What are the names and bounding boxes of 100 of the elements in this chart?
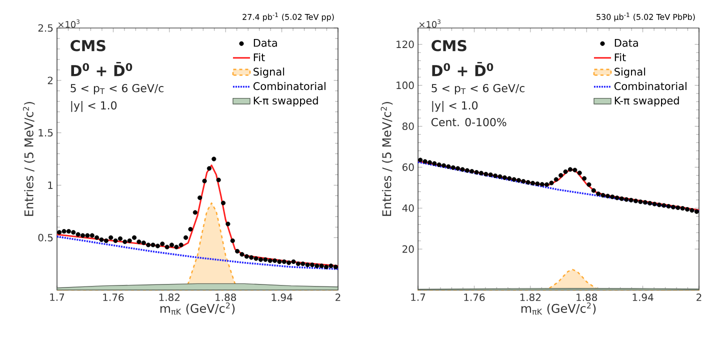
annotation: 5 < p$_{T}$ < 6 GeV/c [432,84,524,94]
x-tick-label: 1.88 [216,294,236,302]
y-tick-label: 60 [402,163,414,171]
legend-label: K-π swapped [614,96,679,107]
y-tick-label: 1.5 [38,129,53,136]
point [596,192,601,196]
point [568,167,573,172]
x-tick-label: 2 [336,294,340,301]
point [432,161,437,166]
point [619,196,624,201]
point [662,203,666,208]
point [474,170,479,175]
point [656,202,662,208]
y-axis-title: Entries / (5 MeV/c$^{2}$) [22,102,35,216]
y-tick-label: 2.5 [38,24,53,32]
annotation: D$^{0}$ + D̄$^{0}$ [71,62,132,76]
point [456,166,460,171]
point [202,178,207,184]
point [685,207,690,212]
point [582,176,587,181]
y-tick-label: 120 [396,40,414,48]
y-tick-label: 1 [48,182,53,189]
x-tick-label: 1.76 [103,294,124,302]
legend-label: Data [614,39,638,47]
x-tick-label: 1.7 [50,294,64,301]
annotation: CMS [70,40,106,52]
point [441,163,446,168]
point [521,179,526,184]
legend-label: Signal [614,68,646,78]
y-tick-label: 40 [402,204,414,212]
point [676,205,680,210]
annotation: CMS [432,40,466,52]
point [507,176,512,181]
point [648,200,652,206]
point [610,194,615,200]
point [554,177,558,182]
y-tick-label: 0.5 [38,234,53,242]
point [436,162,442,168]
point [544,182,550,187]
point [212,156,216,162]
point [502,175,507,180]
point [526,180,530,185]
point [558,173,564,178]
x-tick-label: 1.94 [632,294,654,302]
annotation: |y| < 1.0 [71,100,117,112]
legend-label: Combinatorial [614,82,686,90]
text: ×10$^{3}$ [419,19,440,28]
point [512,177,516,182]
point [572,168,578,172]
point [586,182,592,187]
legend-label: Combinatorial [253,82,326,90]
point [591,188,596,193]
annotation: Cent. 0-100% [431,118,506,126]
point [540,182,544,187]
point [670,204,676,210]
point [460,167,465,172]
x-tick-label: 1.94 [272,294,292,302]
point [464,168,470,173]
point [628,198,634,202]
point [633,198,638,204]
point [206,166,212,171]
y-tick-label: 20 [402,245,414,253]
point [652,202,657,206]
point [446,164,451,169]
x-tick-label: 1.82 [159,294,180,302]
point [450,165,456,170]
point [422,159,428,164]
annotation: 5 < p$_{T}$ < 6 GeV/c [70,84,164,94]
legend-label: K-π swapped [254,96,318,107]
point [478,170,484,176]
legend-label: Data [254,39,277,47]
x-tick-label: 1.76 [464,294,485,302]
point [198,195,202,200]
point [498,174,502,179]
point [418,158,423,162]
point [492,173,498,178]
x-tick-label: 1.82 [520,294,541,302]
legend-label: Fit [614,53,626,62]
point [535,181,540,186]
point [666,204,671,209]
point [427,160,432,165]
point [484,172,488,176]
y-tick-label: 2 [48,76,52,84]
point [549,180,554,186]
x-axis-title: m$_{πK}$ (GeV/c$^{2}$) [521,302,596,315]
point [516,178,521,183]
point [563,169,568,174]
x-tick-label: 1.88 [576,294,598,302]
point [600,192,606,198]
x-tick-label: 1.7 [411,294,426,301]
point [216,178,221,182]
point [530,180,536,186]
point [642,200,648,205]
y-tick-label: 80 [402,122,414,130]
legend-label: Signal [254,68,284,78]
y-tick-label: 100 [396,82,414,90]
legend-label: Fit [254,53,265,62]
point [577,170,582,176]
point [638,199,643,204]
point [680,206,685,211]
